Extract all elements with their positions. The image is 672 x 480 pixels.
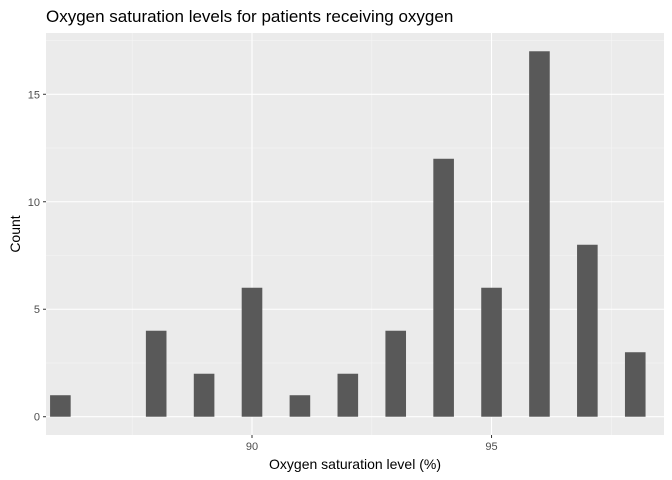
minor-gridlines (46, 33, 664, 435)
bar (289, 395, 311, 417)
bar (624, 352, 646, 417)
bar (529, 51, 550, 417)
x-tick-label: 95 (485, 441, 497, 453)
bar (193, 373, 215, 417)
bars (50, 51, 646, 417)
bar (50, 395, 71, 417)
bar (145, 330, 167, 417)
x-tick-label: 90 (246, 441, 258, 453)
chart-title: Oxygen saturation levels for patients re… (46, 7, 454, 26)
bar (241, 287, 263, 417)
y-tick-label: 10 (28, 197, 40, 209)
y-tick-label: 15 (28, 89, 40, 101)
bar (577, 244, 598, 417)
axis-ticks: 0 5 10 15 90 95 (28, 89, 498, 453)
bar (481, 287, 502, 417)
y-tick-label: 5 (34, 304, 40, 316)
bar (337, 373, 359, 417)
x-axis-label: Oxygen saturation level (%) (269, 456, 441, 472)
y-tick-label: 0 (34, 412, 40, 424)
bar (385, 330, 407, 417)
bar (433, 158, 454, 417)
